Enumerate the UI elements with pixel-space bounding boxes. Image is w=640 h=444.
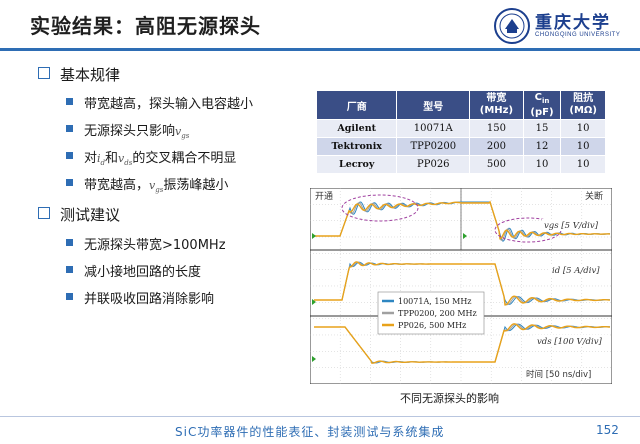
bullet-text-post: 的交叉耦合不明显	[132, 151, 237, 166]
legend-entry: PP026, 500 MHz	[398, 321, 466, 330]
probe-spec-table: 厂商 型号 带宽 (MHz) Cin (pF) 阻抗 (MΩ) Agilent 1007…	[315, 90, 606, 174]
waveform-trace	[314, 200, 611, 240]
bullet-text: 无源探头只影响vgs	[84, 120, 189, 140]
checkbox-icon	[38, 207, 50, 219]
symbol-vds: vds	[118, 152, 133, 168]
square-bullet-icon	[66, 152, 73, 159]
table-cell: 150	[469, 119, 524, 138]
col-header-model: 型号	[396, 90, 471, 120]
square-bullet-icon	[66, 293, 73, 300]
turn-off-label: 关断	[585, 190, 603, 202]
footer: SiC功率器件的性能表征、封装测试与系统集成 152	[0, 416, 640, 444]
legend-entry: TPP0200, 200 MHz	[398, 309, 477, 318]
bullet-text: 带宽越高，vgs振荡峰越小	[84, 174, 228, 194]
table-cell: 10	[522, 155, 562, 174]
table-cell: 10	[560, 119, 606, 138]
square-bullet-icon	[66, 266, 73, 273]
legend-box	[377, 291, 485, 335]
square-bullet-icon	[66, 125, 73, 132]
square-bullet-icon	[66, 179, 73, 186]
figure-caption: 不同无源探头的影响	[400, 392, 499, 405]
square-bullet-icon	[66, 239, 73, 246]
ch-marker-icon	[463, 233, 467, 239]
cell-vendor: Tektronix	[315, 137, 398, 156]
title-divider	[0, 48, 640, 51]
table-cell: 500	[469, 155, 524, 174]
legend: 10071A, 150 MHz TPP0200, 200 MHz PP026, …	[377, 291, 485, 335]
section-label: 基本规律	[60, 66, 121, 84]
bullet-text: 减小接地回路的长度	[84, 265, 202, 280]
ch-marker-icon	[312, 356, 316, 362]
bullet-text: 带宽越高，探头输入电容越小	[84, 97, 254, 112]
bullet-text-post: 振荡峰越小	[163, 178, 229, 193]
waveform-figure: 开通 关断 vgs [5 V/div] id [5 A/div] vds [10…	[310, 188, 612, 384]
section-label: 测试建议	[60, 206, 121, 224]
col-header-impedance: 阻抗 (MΩ)	[560, 90, 606, 120]
square-bullet-icon	[66, 98, 73, 105]
vds-axis-label: vds [100 V/div]	[537, 337, 603, 347]
label-bg	[550, 264, 610, 276]
vgs-axis-label: vgs [5 V/div]	[544, 221, 599, 231]
bullet-text-pre: 带宽越高，	[84, 178, 150, 193]
waveform-traces	[314, 200, 611, 364]
symbol-id: id	[97, 152, 106, 168]
bullet-text-pre: 无源探头只影响	[84, 124, 176, 139]
university-logo: 重庆大学 CHONGQING UNIVERSITY	[493, 4, 633, 48]
col-header-cin: Cin (pF)	[522, 90, 562, 120]
table-cell: 12	[522, 137, 562, 156]
table-cell: TPP0200	[396, 137, 471, 156]
bullet-text: 并联吸收回路消除影响	[84, 292, 215, 307]
table-cell: 10	[560, 155, 606, 174]
legend-entry: 10071A, 150 MHz	[398, 297, 472, 306]
table-cell: 200	[469, 137, 524, 156]
table-cell: 15	[522, 119, 562, 138]
checkbox-icon	[38, 67, 50, 79]
waveform-trace	[314, 323, 611, 364]
waveform-trace	[314, 261, 611, 306]
turn-on-label: 开通	[315, 191, 333, 202]
table-row: Tektronix TPP0200 200 12 10	[315, 137, 606, 156]
table-cell: 10	[560, 137, 606, 156]
id-axis-label: id [5 A/div]	[552, 266, 600, 276]
ch-marker-icon	[312, 299, 316, 305]
symbol-vgs: vgs	[149, 179, 164, 195]
ch-marker-icon	[312, 233, 316, 239]
symbol-vgs: vgs	[175, 125, 190, 141]
time-axis-label: 时间 [50 ns/div]	[526, 369, 591, 380]
cell-vendor: Lecroy	[315, 155, 398, 174]
university-name: 重庆大学	[535, 13, 611, 33]
table-cell: 10071A	[396, 119, 471, 138]
label-bg	[524, 368, 610, 380]
university-subtitle: CHONGQING UNIVERSITY	[535, 32, 621, 38]
cell-vendor: Agilent	[315, 119, 398, 138]
label-bg	[535, 335, 610, 347]
label-bg	[313, 190, 339, 201]
bullet-text-pre: 对	[84, 151, 98, 166]
col-header-vendor: 厂商	[315, 90, 398, 120]
table-header-row: 厂商 型号 带宽 (MHz) Cin (pF) 阻抗 (MΩ)	[315, 90, 606, 120]
university-seal-icon	[494, 8, 530, 44]
col-header-bandwidth: 带宽 (MHz)	[469, 90, 524, 120]
turn-on-highlight	[341, 194, 419, 222]
table-row: Lecroy PP026 500 10 10	[315, 155, 606, 174]
bullet-text-mid: 和	[105, 151, 119, 166]
footer-text: SiC功率器件的性能表征、封装测试与系统集成	[175, 425, 445, 439]
page-number: 152	[596, 423, 619, 437]
bullet-text: 对id和vds的交叉耦合不明显	[84, 147, 236, 167]
table-cell: PP026	[396, 155, 471, 174]
page-title: 实验结果：高阻无源探头	[30, 14, 261, 38]
label-bg	[582, 190, 610, 201]
table-row: Agilent 10071A 150 15 10	[315, 119, 606, 138]
bullet-text: 无源探头带宽>100MHz	[84, 238, 226, 253]
label-bg	[542, 219, 610, 231]
